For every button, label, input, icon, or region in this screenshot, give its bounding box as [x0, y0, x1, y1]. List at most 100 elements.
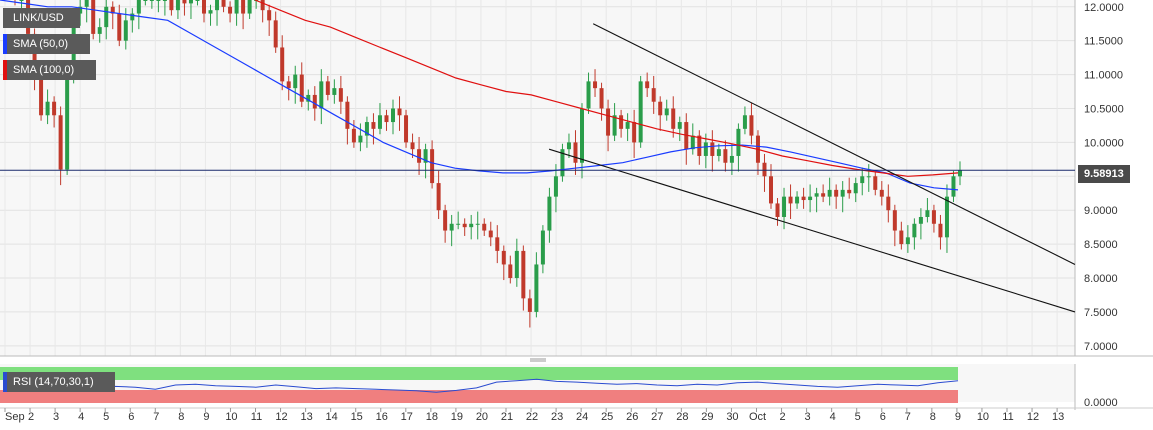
candle-up: [664, 108, 669, 116]
candle-down: [723, 149, 728, 163]
candle-down: [110, 6, 115, 14]
candle-up: [423, 149, 428, 163]
candle-up: [84, 0, 89, 7]
candle-down: [619, 115, 624, 129]
x-tick-label: 10: [225, 411, 237, 423]
candle-up: [580, 108, 584, 163]
candle-up: [215, 0, 220, 11]
candle-up: [547, 196, 552, 231]
candle-up: [123, 20, 128, 41]
candle-down: [671, 108, 676, 129]
candle-up: [853, 183, 858, 194]
legend-sma100: SMA (100,0): [3, 60, 96, 80]
candle-down: [873, 176, 878, 190]
candle-down: [280, 47, 285, 82]
candle-up: [104, 6, 109, 28]
candle-up: [566, 142, 571, 150]
rsi-overbought-band: [0, 367, 958, 380]
candle-down: [573, 142, 578, 163]
candle-up: [716, 149, 721, 156]
candle-up: [195, 0, 200, 1]
candle-down: [345, 101, 350, 129]
rsi-legend-label: RSI (14,70,30,1): [13, 376, 94, 388]
x-tick-label: 4: [78, 411, 84, 423]
trendline-lower: [548, 148, 1076, 313]
candle-up: [247, 0, 252, 14]
candle-up: [136, 0, 141, 14]
legend-symbol-label: LINK/USD: [13, 12, 64, 24]
legend-sma100-swatch: [3, 60, 7, 80]
rsi-y-tick-label: 0.0000: [1084, 397, 1118, 409]
candle-down: [91, 0, 96, 34]
candle-down: [117, 13, 122, 41]
candle-down: [821, 193, 826, 197]
candle-up: [175, 0, 180, 11]
candle-down: [299, 74, 304, 102]
candle-down: [599, 88, 604, 109]
candle-up: [951, 176, 956, 197]
x-tick-label: 16: [376, 411, 388, 423]
candle-up: [958, 170, 962, 177]
legend-sma50-swatch: [3, 34, 7, 54]
candle-up: [703, 142, 708, 156]
candle-down: [749, 115, 754, 136]
candle-down: [593, 81, 598, 89]
candle-down: [410, 142, 415, 150]
candle-down: [267, 10, 272, 21]
x-tick-label: 6: [880, 411, 886, 423]
x-tick-label: Sep: [5, 411, 25, 423]
x-tick-label: 3: [53, 411, 59, 423]
candle-down: [462, 223, 467, 228]
candle-up: [944, 196, 949, 238]
candle-up: [78, 6, 83, 14]
candle-up: [860, 176, 865, 184]
x-tick-label: 21: [501, 411, 513, 423]
candle-down: [632, 122, 637, 143]
candle-up: [234, 0, 239, 14]
candle-up: [514, 250, 519, 279]
candle-down: [501, 250, 506, 265]
candle-up: [65, 74, 70, 170]
candle-up: [19, 0, 24, 1]
x-tick-label: 22: [526, 411, 538, 423]
candle-down: [658, 101, 663, 116]
x-tick-label: 2: [779, 411, 785, 423]
candle-up: [377, 115, 382, 129]
candle-up: [319, 81, 324, 109]
candle-down: [769, 176, 773, 204]
candle-up: [918, 216, 923, 224]
candle-down: [834, 189, 839, 197]
candle-up: [306, 94, 311, 102]
legend-symbol: LINK/USD: [3, 8, 80, 28]
candle-up: [358, 135, 363, 143]
x-tick-label: 20: [476, 411, 488, 423]
x-tick-label: 19: [451, 411, 463, 423]
candle-down: [488, 230, 493, 238]
candle-down: [495, 237, 500, 251]
candle-up: [925, 210, 930, 217]
candle-down: [430, 149, 435, 184]
candle-up: [677, 122, 682, 129]
x-tick-label: 6: [128, 411, 134, 423]
candle-down: [606, 108, 611, 136]
x-tick-label: 23: [551, 411, 563, 423]
x-tick-label: 5: [855, 411, 861, 423]
candle-down: [710, 142, 715, 156]
candle-up: [736, 128, 741, 156]
x-tick-label: 13: [300, 411, 312, 423]
candle-up: [690, 135, 695, 150]
candle-down: [325, 81, 330, 95]
candle-down: [938, 223, 943, 238]
x-tick-label: 12: [275, 411, 287, 423]
candle-down: [762, 162, 767, 177]
x-tick-label: 9: [203, 411, 209, 423]
candle-up: [534, 264, 539, 312]
y-tick-label: 10.5000: [1084, 103, 1124, 115]
x-tick-label: 24: [576, 411, 588, 423]
x-tick-label: 28: [676, 411, 688, 423]
candle-down: [847, 189, 852, 194]
candle-up: [293, 74, 298, 89]
candle-down: [527, 298, 532, 312]
candle-down: [892, 210, 897, 231]
candle-up: [143, 0, 148, 1]
